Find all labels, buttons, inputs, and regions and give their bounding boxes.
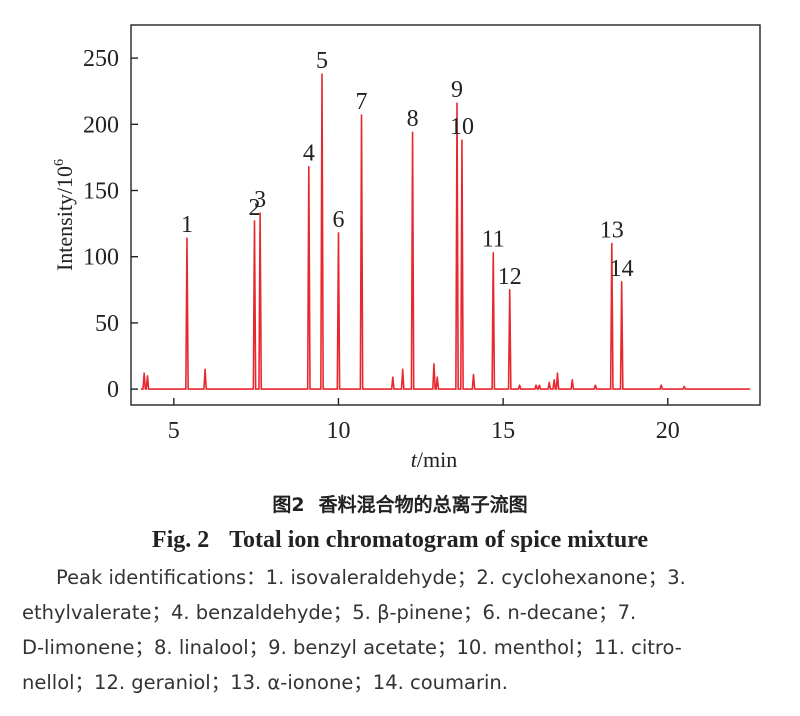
y-tick-label: 50 <box>95 311 119 337</box>
peak-identification-note: Peak identifications：1. isovaleraldehyde… <box>22 560 778 700</box>
x-tick-label: 5 <box>168 418 180 444</box>
peak-number-label: 5 <box>316 48 328 74</box>
y-tick-label: 250 <box>83 46 119 72</box>
x-tick-label: 10 <box>326 418 350 444</box>
peak-number-label: 7 <box>356 89 368 115</box>
peak-number-label: 12 <box>498 264 522 290</box>
peak-number-label: 11 <box>482 227 505 253</box>
y-axis-ticks: 0 50 100 150 200 250 <box>83 46 138 403</box>
caption-chinese: 图2 香料混合物的总离子流图 <box>0 490 800 517</box>
peak-number-label: 8 <box>407 106 419 132</box>
x-axis-title: t/min <box>411 447 457 472</box>
x-axis-ticks: 5 10 15 20 <box>168 398 680 444</box>
x-tick-label: 15 <box>491 418 515 444</box>
peak-number-label: 10 <box>450 114 474 140</box>
note-line: D-limonene；8. linalool；9. benzyl acetate… <box>22 636 682 659</box>
peak-number-label: 9 <box>451 77 463 103</box>
y-axis-title: Intensity/106 <box>52 159 77 271</box>
y-axis-title-exponent: 6 <box>52 159 67 166</box>
peak-number-label: 4 <box>303 141 315 167</box>
y-tick-label: 150 <box>83 179 119 205</box>
y-tick-label: 200 <box>83 112 119 138</box>
peak-number-label: 1 <box>181 212 193 238</box>
y-tick-label: 100 <box>83 245 119 271</box>
y-axis-title-text: Intensity/10 <box>52 166 77 271</box>
y-tick-label: 0 <box>107 377 119 403</box>
caption-chinese-title: 香料混合物的总离子流图 <box>318 494 528 516</box>
note-line: Peak identifications：1. isovaleraldehyde… <box>56 566 686 589</box>
x-axis-title-unit: /min <box>417 447 457 472</box>
x-axis-title-variable: t <box>411 447 418 472</box>
caption-chinese-figure-number: 图2 <box>272 494 305 516</box>
caption-english-figure-number: Fig. 2 <box>151 527 210 553</box>
tic-series <box>140 73 751 390</box>
peak-number-label: 14 <box>610 256 634 282</box>
peak-number-label: 13 <box>600 217 624 243</box>
note-line: ethylvalerate；4. benzaldehyde；5. β-pinen… <box>22 601 637 624</box>
tic-trace <box>140 73 751 390</box>
caption-english: Fig. 2 Total ion chromatogram of spice mi… <box>0 527 800 554</box>
plot-frame <box>130 24 761 406</box>
peak-number-label: 3 <box>254 187 266 213</box>
peak-number-label: 2 <box>248 195 260 221</box>
x-tick-label: 20 <box>656 418 680 444</box>
note-line: nellol；12. geraniol；13. α-ionone；14. cou… <box>22 671 508 694</box>
caption-english-title: Total ion chromatogram of spice mixture <box>229 527 649 553</box>
peak-number-label: 6 <box>332 207 344 233</box>
